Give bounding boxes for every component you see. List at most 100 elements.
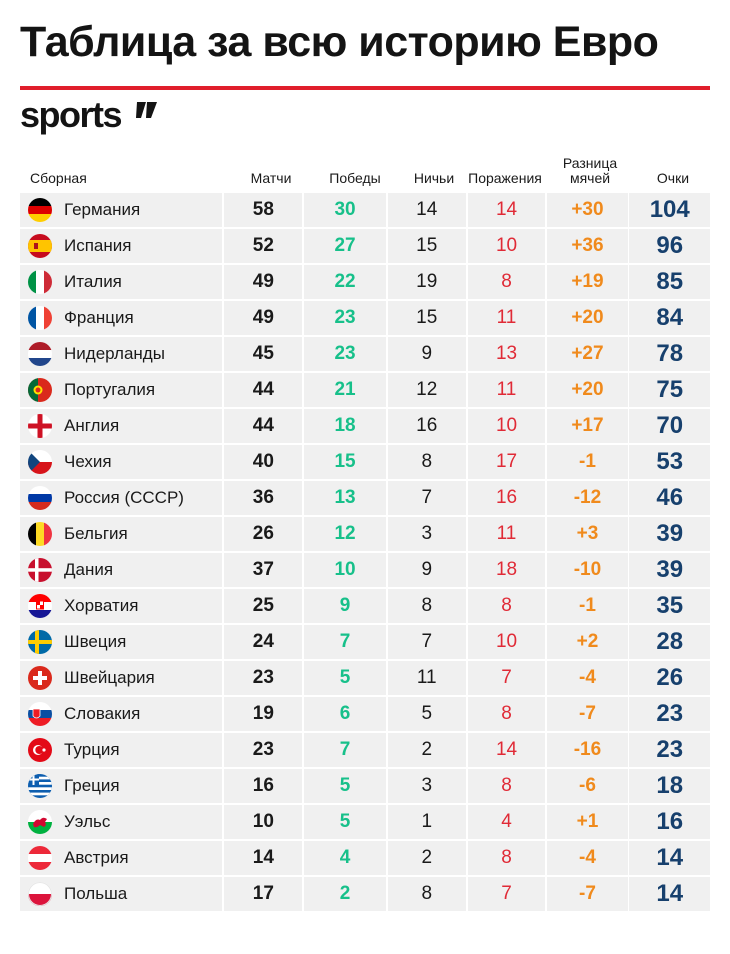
- column-gap: [302, 733, 305, 769]
- team-cell: Нидерланды: [20, 337, 223, 373]
- table-row: Германия 58 30 14 14 +30 104: [20, 193, 710, 229]
- matches-cell: 45: [224, 337, 303, 373]
- table-row: Англия 44 18 16 10 +17 70: [20, 409, 710, 445]
- draws-cell: 2: [387, 841, 466, 877]
- column-gap: [465, 193, 468, 229]
- team-cell: Италия: [20, 265, 223, 301]
- goal-diff-cell: +1: [547, 805, 628, 841]
- matches-cell: 14: [224, 841, 303, 877]
- column-gap: [465, 805, 468, 841]
- team-name: Швейцария: [64, 668, 155, 687]
- column-gap: [627, 229, 630, 265]
- table-header: Сборная Матчи Победы Ничьи Поражения Раз…: [20, 150, 710, 190]
- column-gap: [627, 877, 630, 913]
- goal-diff-cell: -16: [547, 733, 628, 769]
- column-gap: [302, 805, 305, 841]
- column-gap: [545, 553, 548, 589]
- points-cell: 85: [629, 265, 710, 301]
- team-name: Португалия: [64, 380, 156, 399]
- matches-cell: 44: [224, 409, 303, 445]
- header-matches: Матчи: [250, 170, 292, 186]
- column-gap: [465, 661, 468, 697]
- column-gap: [465, 625, 468, 661]
- matches-cell: 17: [224, 877, 303, 913]
- table-row: Чехия 40 15 8 17 -1 53: [20, 445, 710, 481]
- team-name: Турция: [64, 740, 120, 759]
- greece-flag-icon: [28, 774, 52, 798]
- wins-cell: 23: [304, 337, 386, 373]
- column-gap: [627, 301, 630, 337]
- points-cell: 23: [629, 733, 710, 769]
- matches-cell: 52: [224, 229, 303, 265]
- team-name: Нидерланды: [64, 344, 165, 363]
- column-gap: [222, 445, 225, 481]
- table-row: Португалия 44 21 12 11 +20 75: [20, 373, 710, 409]
- losses-cell: 11: [467, 373, 546, 409]
- column-gap: [222, 553, 225, 589]
- column-gap: [545, 877, 548, 913]
- column-gap: [465, 517, 468, 553]
- wins-cell: 30: [304, 193, 386, 229]
- matches-cell: 23: [224, 733, 303, 769]
- spain-flag-icon: [28, 234, 52, 258]
- losses-cell: 7: [467, 661, 546, 697]
- table-row: Словакия 19 6 5 8 -7 23: [20, 697, 710, 733]
- column-gap: [385, 697, 388, 733]
- team-name: Греция: [64, 776, 120, 795]
- wins-cell: 5: [304, 661, 386, 697]
- wins-cell: 6: [304, 697, 386, 733]
- team-name: Германия: [64, 200, 141, 219]
- netherlands-flag-icon: [28, 342, 52, 366]
- team-name: Дания: [64, 560, 114, 579]
- goal-diff-cell: +19: [547, 265, 628, 301]
- losses-cell: 18: [467, 553, 546, 589]
- draws-cell: 1: [387, 805, 466, 841]
- column-gap: [302, 589, 305, 625]
- column-gap: [302, 229, 305, 265]
- table-row: Швейцария 23 5 11 7 -4 26: [20, 661, 710, 697]
- draws-cell: 3: [387, 769, 466, 805]
- column-gap: [385, 517, 388, 553]
- team-name: Англия: [64, 416, 120, 435]
- points-cell: 16: [629, 805, 710, 841]
- points-cell: 35: [629, 589, 710, 625]
- column-gap: [222, 193, 225, 229]
- points-cell: 84: [629, 301, 710, 337]
- goal-diff-cell: +17: [547, 409, 628, 445]
- turkey-flag-icon: [28, 738, 52, 762]
- draws-cell: 9: [387, 553, 466, 589]
- losses-cell: 11: [467, 517, 546, 553]
- column-gap: [465, 733, 468, 769]
- column-gap: [222, 337, 225, 373]
- column-gap: [385, 553, 388, 589]
- column-gap: [222, 769, 225, 805]
- points-cell: 18: [629, 769, 710, 805]
- matches-cell: 23: [224, 661, 303, 697]
- table-row: Италия 49 22 19 8 +19 85: [20, 265, 710, 301]
- team-cell: Испания: [20, 229, 223, 265]
- column-gap: [465, 337, 468, 373]
- team-name: Австрия: [64, 848, 129, 867]
- wins-cell: 21: [304, 373, 386, 409]
- team-cell: Португалия: [20, 373, 223, 409]
- column-gap: [545, 445, 548, 481]
- team-cell: Турция: [20, 733, 223, 769]
- column-gap: [302, 553, 305, 589]
- column-gap: [627, 769, 630, 805]
- team-name: Швеция: [64, 632, 127, 651]
- losses-cell: 10: [467, 229, 546, 265]
- matches-cell: 49: [224, 301, 303, 337]
- header-wins: Победы: [329, 170, 381, 186]
- wins-cell: 27: [304, 229, 386, 265]
- header-goal-diff-line1: Разница: [562, 155, 618, 171]
- losses-cell: 13: [467, 337, 546, 373]
- belgium-flag-icon: [28, 522, 52, 546]
- table-row: Бельгия 26 12 3 11 +3 39: [20, 517, 710, 553]
- column-gap: [627, 481, 630, 517]
- points-cell: 39: [629, 553, 710, 589]
- france-flag-icon: [28, 306, 52, 330]
- column-gap: [465, 841, 468, 877]
- column-gap: [222, 229, 225, 265]
- matches-cell: 36: [224, 481, 303, 517]
- team-name: Италия: [64, 272, 122, 291]
